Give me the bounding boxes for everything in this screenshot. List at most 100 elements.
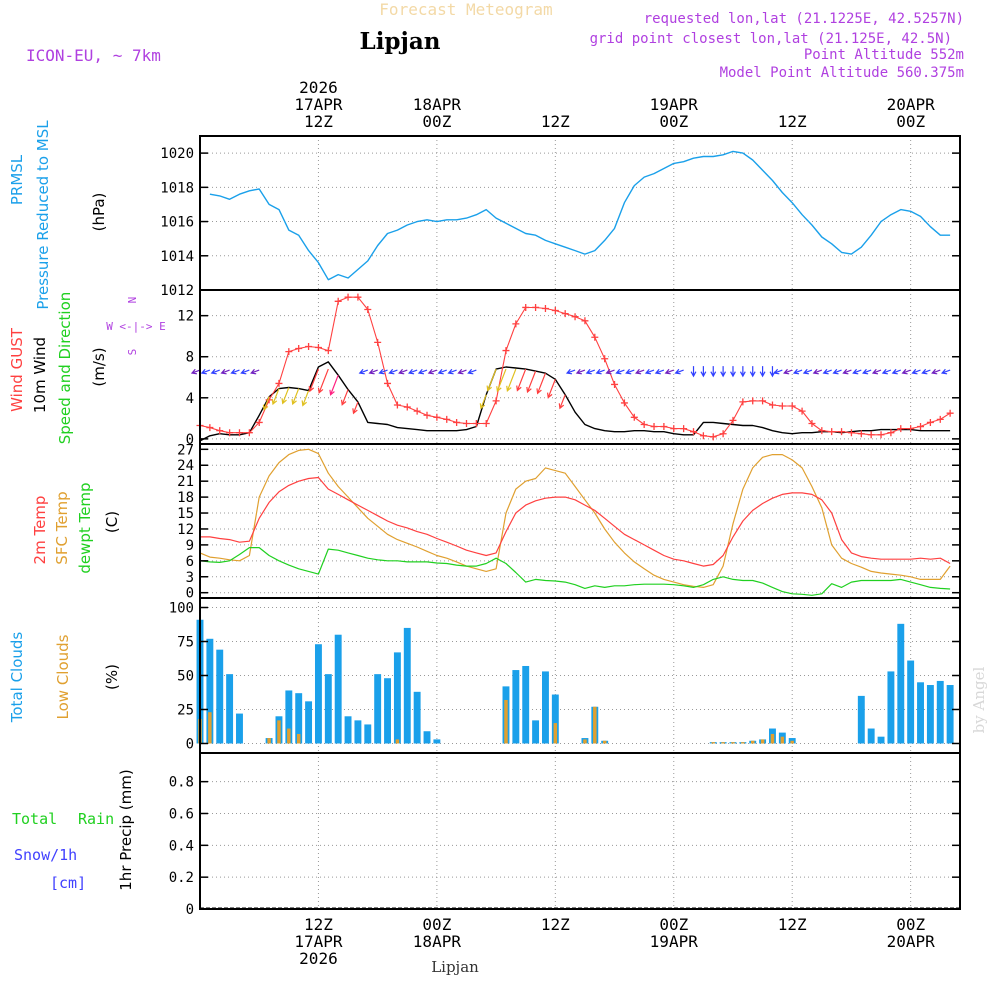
total-cloud-bar [877, 736, 885, 744]
low-cloud-bar [504, 699, 508, 744]
y-tick-label: 1018 [160, 180, 194, 196]
wind-direction-arrow [940, 368, 951, 375]
gust-marker [788, 402, 796, 410]
temp-2m-label: 2m Temp [31, 496, 49, 565]
wind-direction-arrow [674, 368, 684, 375]
panel-frame [199, 135, 961, 291]
total-cloud-bar [354, 720, 362, 744]
wind-direction-arrow [200, 368, 211, 375]
wind-direction-arrow [644, 368, 655, 375]
low-cloud-bar [741, 742, 745, 744]
total-cloud-bar [295, 693, 303, 744]
gust-marker [482, 419, 490, 427]
gust-marker [699, 432, 707, 440]
gridpoint-coords: grid point closest lon,lat (21.125E, 42.… [590, 31, 952, 47]
direction-rose-s: S [126, 349, 139, 356]
gust-marker [275, 379, 283, 387]
bottom-time-label: 20APR [887, 932, 936, 951]
total-cloud-bar [364, 724, 372, 744]
wind-direction-arrow [486, 368, 497, 392]
y-tick-label: 8 [186, 350, 194, 366]
top-time-label: 2026 [299, 78, 338, 97]
wind-direction-arrow [881, 368, 892, 375]
gust-marker [393, 401, 401, 409]
requested-coords: requested lon,lat (21.1225E, 42.5257N) [644, 11, 964, 27]
y-tick-label: 50 [177, 669, 194, 685]
low-cloud-bar [731, 742, 735, 744]
total-cloud-bar [897, 623, 905, 744]
gust-marker [768, 401, 776, 409]
bottom-time-label: 12Z [304, 915, 333, 934]
y-tick-label: 3 [186, 570, 194, 586]
total-cloud-bar [907, 660, 915, 744]
gust-marker [759, 397, 767, 405]
wind-direction-arrow [230, 368, 240, 375]
low-cloud-bar [770, 733, 775, 744]
wind-direction-arrow [250, 368, 260, 375]
low-cloud-bar [602, 740, 607, 744]
total-cloud-bar [857, 695, 865, 744]
low-cloud-bar [711, 742, 715, 744]
snow-unit: [cm] [50, 874, 86, 892]
bottom-time-label: 17APR [294, 932, 343, 951]
footer-location: Lipjan [431, 958, 479, 976]
wind-direction-arrow [931, 368, 941, 375]
wind-direction-arrow [615, 368, 625, 375]
panel-frame [199, 752, 961, 910]
temp-2m-line [200, 476, 951, 567]
total-cloud-bar [305, 701, 313, 744]
gust-marker [571, 313, 579, 321]
gust-marker [561, 310, 569, 318]
gust-marker [729, 416, 737, 424]
gust-marker [838, 428, 846, 436]
wind-direction-arrow [291, 388, 300, 406]
total-cloud-bar [926, 685, 934, 744]
wind-direction-arrow [301, 390, 310, 407]
low-cloud-bar [751, 740, 755, 744]
wind-gust-label: Wind GUST [8, 327, 26, 412]
data-layer [190, 150, 954, 744]
total-clouds-label: Total Clouds [8, 632, 26, 724]
gust-marker [897, 425, 905, 433]
wind-direction-arrow [526, 370, 537, 394]
y-tick-label: 25 [177, 702, 194, 718]
total-cloud-bar [236, 713, 243, 744]
wind-direction-arrow [496, 368, 507, 393]
wind-direction-arrow [546, 379, 556, 399]
y-tick-label: 9 [186, 538, 194, 554]
pressure-label-desc: Pressure Reduced to MSL [34, 120, 52, 310]
wind-direction-arrow [769, 366, 776, 378]
wind-direction-arrow [891, 368, 901, 375]
total-cloud-bar [206, 638, 214, 744]
low-cloud-bar [780, 736, 785, 744]
wind-direction-arrow [871, 368, 882, 375]
gust-marker [630, 413, 638, 421]
direction-rose: N W <-|-> E S [106, 297, 166, 356]
gust-marker [936, 415, 944, 423]
top-time-label: 12Z [778, 112, 807, 131]
total-cloud-bar [344, 716, 352, 744]
top-time-label: 17APR [294, 95, 343, 114]
gust-marker [670, 425, 678, 433]
wind-direction-arrow [447, 368, 457, 375]
wind-direction-arrow [802, 368, 813, 375]
wind-direction-arrow [516, 368, 527, 392]
panel-frame [199, 443, 961, 599]
gust-marker [512, 320, 520, 328]
low-cloud-bar [553, 723, 558, 744]
wind-direction-arrow [773, 368, 783, 375]
temp-sfc-label: SFC Temp [53, 491, 71, 564]
gust-marker [650, 423, 658, 431]
y-tick-label: 0 [186, 586, 194, 602]
temp-unit: (C) [103, 511, 121, 533]
total-cloud-bar [413, 691, 421, 744]
wind-direction-arrow [783, 368, 793, 375]
total-cloud-bar [226, 674, 234, 744]
wind-direction-arrow [210, 368, 220, 375]
y-tick-label: 0.8 [169, 775, 194, 791]
wind-direction-arrow [190, 368, 201, 375]
low-cloud-bar [721, 742, 725, 744]
bottom-time-label: 2026 [299, 949, 338, 968]
wind-direction-arrow [792, 368, 803, 375]
total-cloud-bar [522, 665, 530, 744]
